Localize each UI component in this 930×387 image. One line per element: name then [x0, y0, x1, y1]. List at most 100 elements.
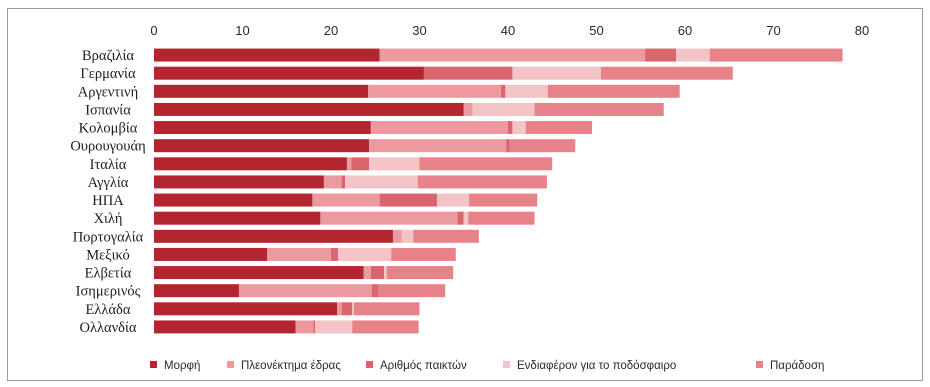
category-label: Κολομβία: [79, 121, 138, 137]
bar-segment: [600, 66, 733, 80]
bar-segment: [341, 302, 353, 316]
category-label: Μεξικό: [86, 247, 130, 263]
bar-segment: [238, 284, 372, 298]
bar-segment: [369, 157, 420, 171]
bar-segment: [320, 211, 458, 225]
bar-segment: [323, 175, 342, 189]
category-label: Ισημερινός: [76, 284, 141, 300]
bar-segment: [370, 266, 385, 280]
bar-segment: [386, 266, 454, 280]
bar-segment: [341, 175, 346, 189]
bar-segment: [463, 211, 469, 225]
bar-segment: [379, 48, 646, 62]
bar-segment: [401, 229, 414, 243]
bar-segment: [391, 247, 456, 261]
bar-segment: [154, 193, 313, 207]
bar-segment: [371, 284, 379, 298]
bar-segment: [331, 247, 339, 261]
bar-segment: [512, 121, 526, 135]
bar-segment: [351, 157, 370, 171]
legend-label: Πλεονέκτημα έδρας: [241, 360, 341, 372]
bar-segment: [645, 48, 677, 62]
x-tick-label: 10: [235, 23, 249, 38]
category-labels: Βραζιλία Γερμανία Αργεντινή Ισπανία Κολομβία…: [70, 48, 145, 336]
legend-swatch: [366, 361, 373, 368]
legend: Μορφή Πλεονέκτημα έδρας Αριθμός παικτών Ενδ…: [150, 360, 824, 372]
bar-segment: [315, 320, 353, 334]
bar-segment: [154, 157, 347, 171]
bar-segment: [154, 102, 464, 116]
bar-segment: [363, 266, 371, 280]
category-label: Ιταλία: [90, 157, 127, 173]
bar-segment: [384, 266, 387, 280]
bar-segment: [154, 84, 369, 98]
x-tick-label: 70: [766, 23, 780, 38]
legend-label: Μορφή: [164, 360, 200, 372]
legend-label: Παράδοση: [770, 360, 824, 372]
bar-segment: [313, 320, 316, 334]
bar-segment: [370, 121, 508, 135]
bar-segment: [500, 84, 506, 98]
bar-segment: [154, 121, 371, 135]
bar-segment: [345, 175, 418, 189]
category-label: Ελβετία: [85, 266, 132, 282]
category-label: Ελλάδα: [86, 302, 131, 318]
bar-segment: [506, 139, 510, 153]
bar-segment: [154, 66, 424, 80]
bar-segment: [295, 320, 314, 334]
bar-segment: [312, 193, 380, 207]
category-label: Αγγλία: [88, 175, 129, 191]
bar-segment: [267, 247, 331, 261]
bars: [154, 48, 843, 334]
legend-swatch: [227, 361, 234, 368]
bar-segment: [417, 175, 547, 189]
bar-segment: [392, 229, 402, 243]
bar-segment: [154, 139, 370, 153]
bar-segment: [346, 157, 352, 171]
bar-segment: [154, 175, 324, 189]
bar-segment: [352, 302, 355, 316]
x-tick-label: 0: [150, 23, 157, 38]
legend-swatch: [756, 361, 763, 368]
bar-segment: [469, 193, 538, 207]
bar-segment: [154, 211, 321, 225]
bar-segment: [154, 266, 364, 280]
bar-segment: [525, 121, 593, 135]
bar-segment: [463, 102, 473, 116]
bar-segment: [437, 193, 470, 207]
bar-segment: [154, 48, 380, 62]
bar-segment: [379, 193, 438, 207]
x-tick-label: 60: [678, 23, 692, 38]
x-tick-label: 20: [324, 23, 338, 38]
bar-segment: [508, 121, 513, 135]
cropped-header: [0, 0, 250, 10]
bar-segment: [368, 84, 501, 98]
bar-segment: [413, 229, 479, 243]
bar-segment: [338, 247, 392, 261]
bar-segment: [509, 139, 576, 153]
category-label: Βραζιλία: [82, 48, 134, 64]
bar-segment: [468, 211, 535, 225]
legend-label: Αριθμός παικτών: [380, 360, 467, 372]
bar-segment: [369, 139, 507, 153]
bar-segment: [547, 84, 680, 98]
bar-segment: [505, 84, 548, 98]
category-label: Γερμανία: [80, 66, 136, 82]
x-tick-label: 40: [501, 23, 515, 38]
bar-segment: [419, 157, 553, 171]
bar-segment: [352, 320, 419, 334]
bar-segment: [354, 302, 420, 316]
x-tick-label: 50: [589, 23, 603, 38]
legend-label: Ενδιαφέρον για το ποδόσφαιρο: [517, 360, 676, 372]
bar-segment: [534, 102, 664, 116]
bar-segment: [472, 102, 535, 116]
bar-segment: [154, 247, 268, 261]
category-label: Αργεντινή: [78, 84, 138, 100]
bar-segment: [154, 284, 239, 298]
bar-segment: [154, 320, 296, 334]
legend-swatch: [150, 361, 157, 368]
bar-segment: [423, 66, 513, 80]
bar-segment: [154, 229, 393, 243]
